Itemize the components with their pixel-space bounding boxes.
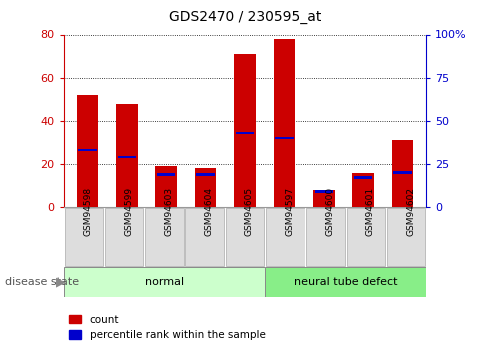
Bar (116, 104, 138, 207)
Bar (118, 156, 136, 158)
Bar (315, 190, 333, 193)
Text: disease state: disease state (5, 277, 79, 287)
Bar (273, 39, 295, 207)
Bar (236, 131, 254, 134)
Text: GSM94602: GSM94602 (406, 187, 415, 236)
Bar (393, 171, 412, 174)
Bar (155, 166, 177, 207)
Text: GSM94597: GSM94597 (285, 187, 294, 236)
Bar (196, 173, 215, 176)
Text: GSM94599: GSM94599 (124, 187, 133, 236)
Bar (313, 190, 335, 207)
Text: GSM94603: GSM94603 (165, 187, 173, 236)
Bar (275, 137, 294, 139)
Text: neural tube defect: neural tube defect (294, 277, 397, 287)
Bar (76, 95, 98, 207)
Bar (157, 173, 175, 176)
Text: normal: normal (145, 277, 184, 287)
Text: GDS2470 / 230595_at: GDS2470 / 230595_at (169, 10, 321, 24)
Text: GSM94604: GSM94604 (205, 187, 214, 236)
Bar (354, 176, 372, 179)
Bar (234, 54, 256, 207)
Bar (352, 172, 374, 207)
Legend: count, percentile rank within the sample: count, percentile rank within the sample (69, 315, 266, 340)
Text: GSM94605: GSM94605 (245, 187, 254, 236)
Text: ▶: ▶ (56, 276, 66, 288)
Text: GSM94598: GSM94598 (84, 187, 93, 236)
Text: GSM94600: GSM94600 (325, 187, 335, 236)
Text: GSM94601: GSM94601 (366, 187, 375, 236)
Bar (78, 149, 97, 151)
Bar (195, 168, 217, 207)
Bar (392, 140, 414, 207)
